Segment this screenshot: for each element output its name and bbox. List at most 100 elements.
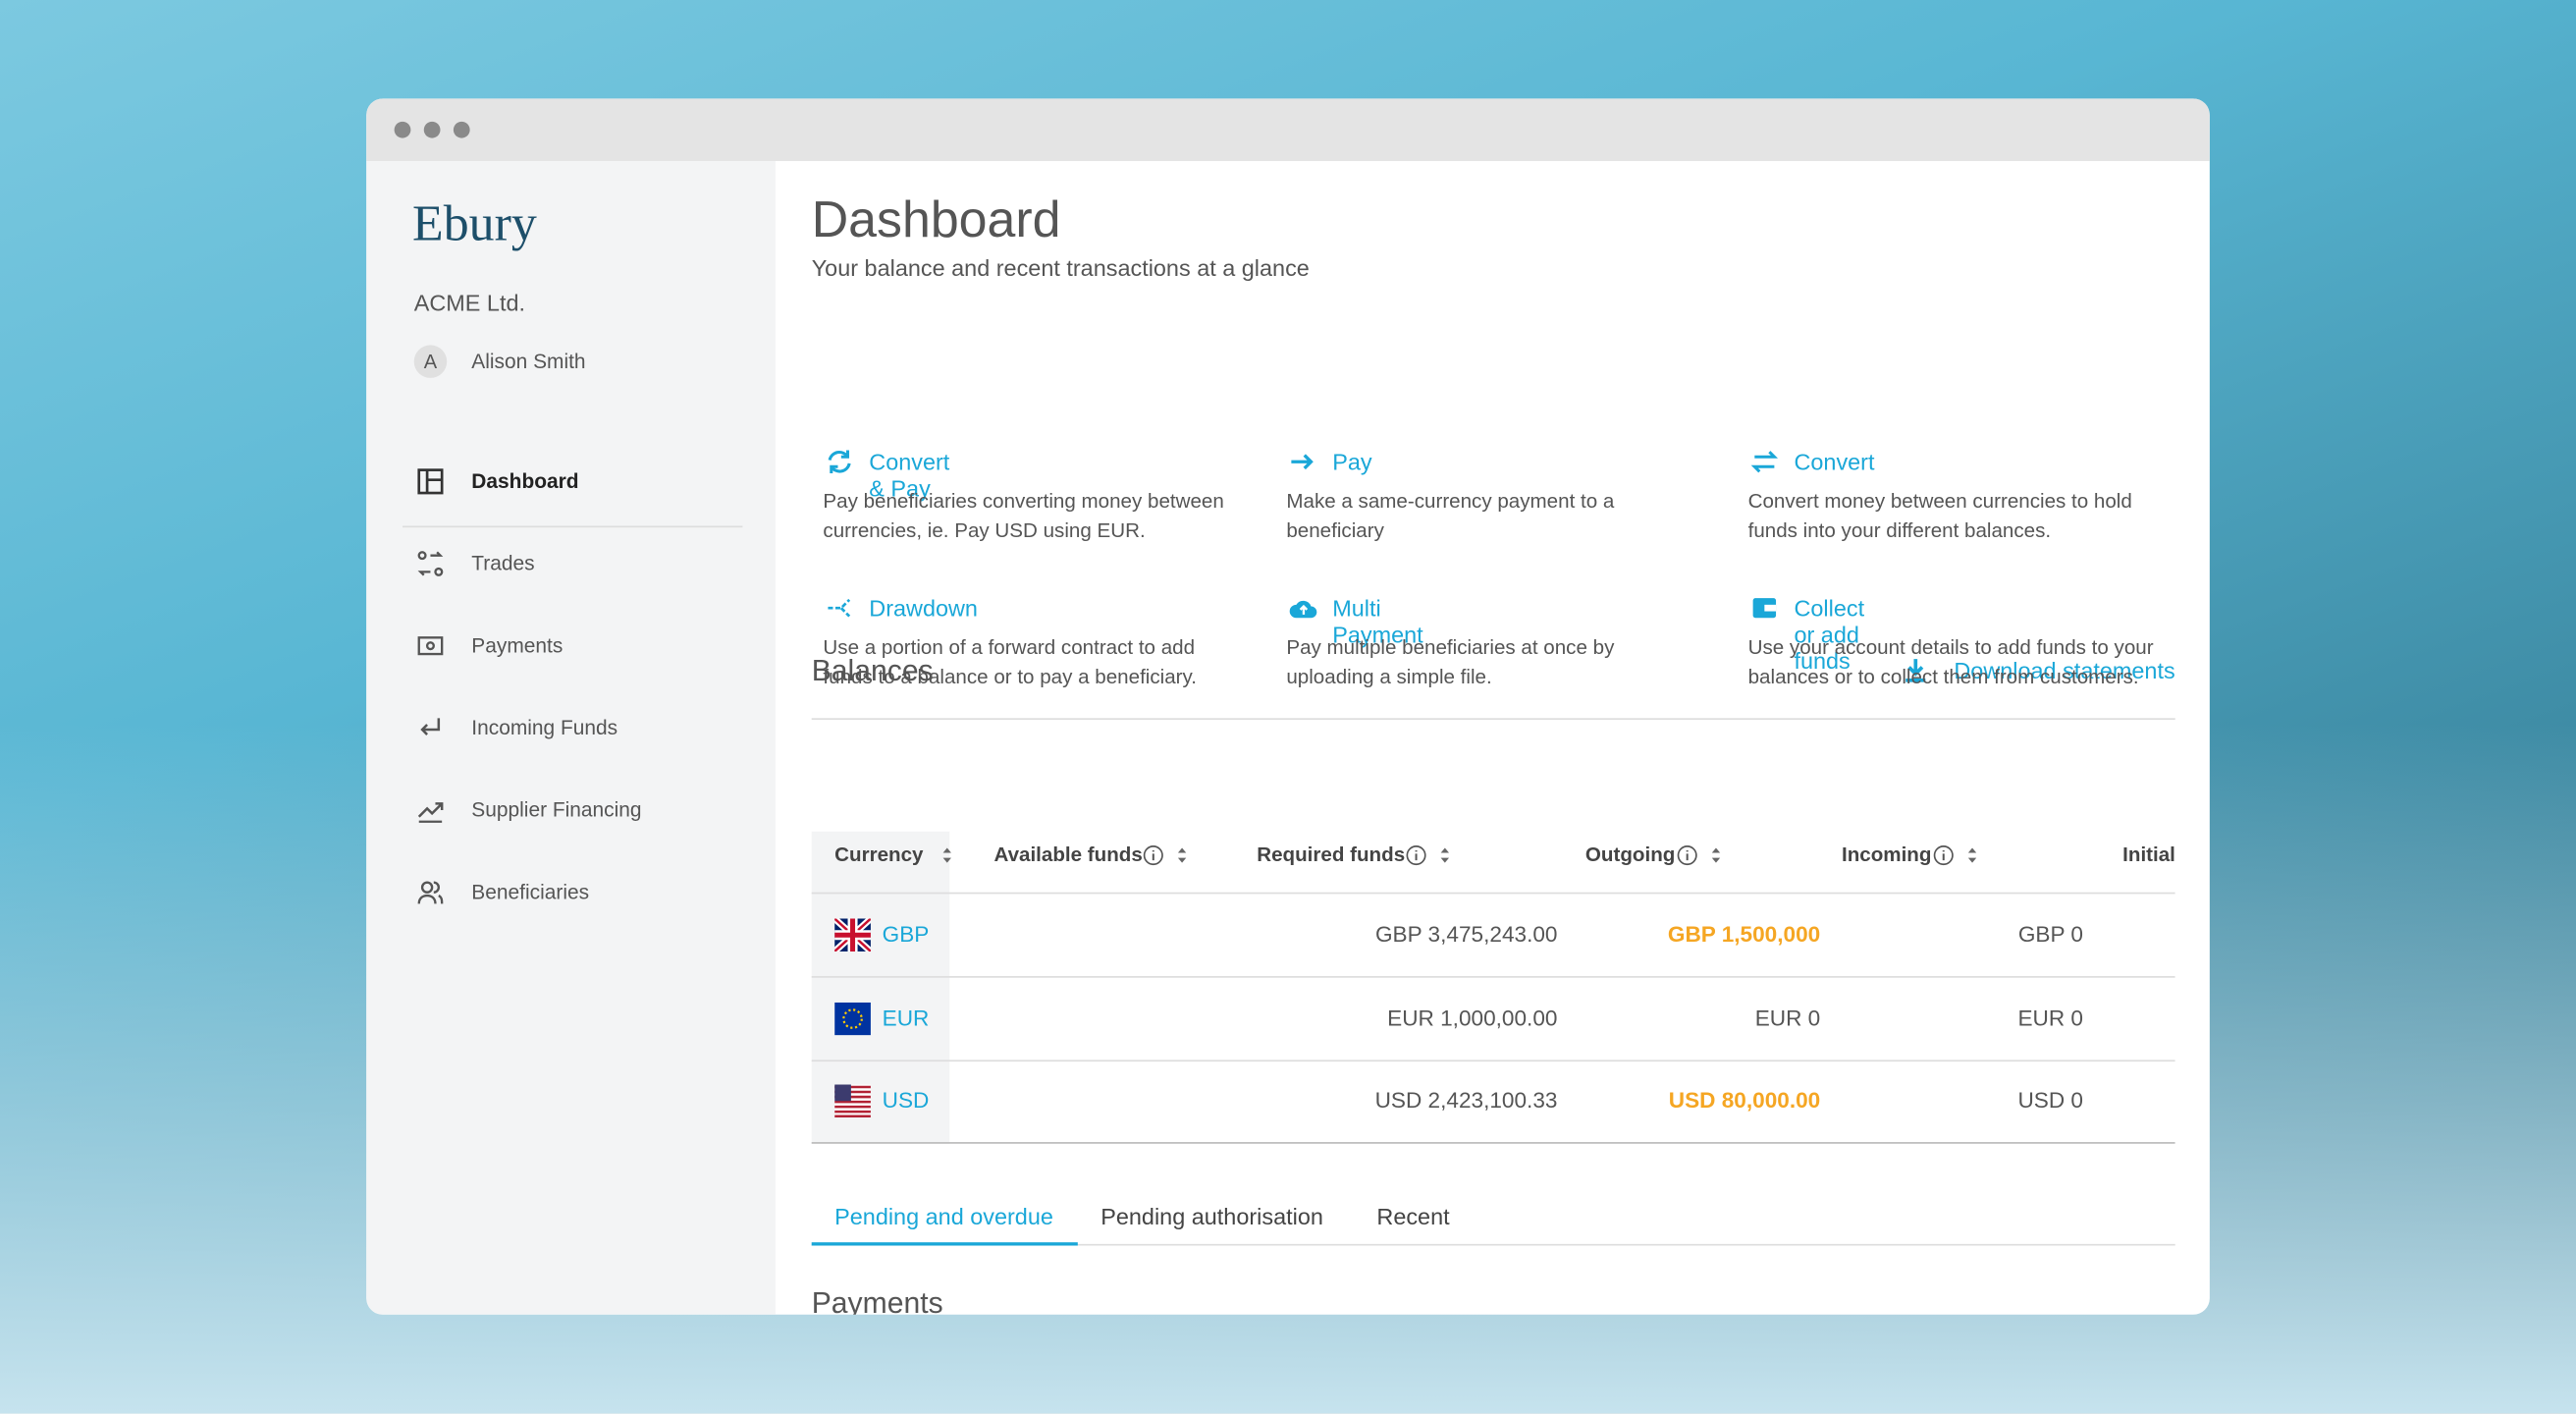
cell: USD 80,000.00 bbox=[1668, 1088, 1821, 1114]
icon bbox=[1291, 454, 1314, 470]
info-icon bbox=[1677, 844, 1720, 865]
column-header[interactable]: Outgoing bbox=[1585, 843, 1725, 866]
balances-table: Currency Available funds Required funds Out… bbox=[776, 161, 2175, 1147]
header-label: Currency bbox=[834, 843, 924, 866]
nav-icon bbox=[415, 631, 445, 669]
section-title: Payments bbox=[811, 1286, 943, 1315]
column-header[interactable]: Initial bbox=[2122, 843, 2175, 866]
info-icon bbox=[1933, 844, 1976, 865]
window-dot[interactable] bbox=[453, 121, 470, 138]
table-border bbox=[811, 718, 2175, 720]
card-description: Pay beneficiaries converting money betwe… bbox=[823, 489, 1224, 543]
icon bbox=[1750, 451, 1779, 473]
icon bbox=[417, 468, 444, 495]
avatar: A bbox=[413, 345, 448, 378]
row-border bbox=[811, 976, 2175, 978]
icon bbox=[417, 551, 444, 576]
tab[interactable]: Pending authorisation bbox=[1100, 1203, 1323, 1229]
info-icon bbox=[1406, 844, 1450, 865]
header-label: Required funds bbox=[1257, 843, 1406, 866]
window-dot[interactable] bbox=[423, 121, 441, 138]
cell: GBP 0 bbox=[2017, 921, 2083, 947]
user-name[interactable]: Alison Smith bbox=[471, 350, 586, 373]
card-description: Make a same-currency payment to a benefi… bbox=[1286, 489, 1615, 543]
icon bbox=[420, 718, 441, 735]
title-bar bbox=[366, 98, 2210, 162]
icon bbox=[828, 450, 851, 473]
card-icon bbox=[1288, 593, 1317, 630]
icon bbox=[832, 916, 874, 954]
header-label: Available funds bbox=[993, 843, 1143, 866]
column-header[interactable]: Currency bbox=[834, 843, 956, 866]
card-description: Use your account details to add funds to… bbox=[1747, 635, 2154, 689]
flag bbox=[834, 1002, 871, 1043]
info-icon bbox=[1144, 844, 1187, 865]
nav-icon bbox=[415, 795, 445, 833]
header-label: Initial bbox=[2122, 843, 2175, 866]
flag bbox=[832, 916, 874, 959]
sort-icon bbox=[942, 846, 951, 862]
nav-icon bbox=[415, 713, 445, 750]
cell: EUR 0 bbox=[2017, 1005, 2083, 1030]
card-description: Pay multiple beneficiaries at once by up… bbox=[1286, 635, 1615, 689]
main: Dashboard Your balance and recent transa… bbox=[776, 161, 2210, 1315]
active-tab-indicator bbox=[811, 1242, 1078, 1246]
window-dot[interactable] bbox=[394, 121, 411, 138]
cell: GBP 1,500,000 bbox=[1667, 921, 1821, 947]
card-icon bbox=[825, 447, 854, 484]
tabs-border bbox=[811, 1243, 2175, 1246]
nav-item[interactable]: Incoming Funds bbox=[471, 716, 618, 740]
card-title[interactable]: Drawdown bbox=[869, 594, 978, 622]
currency-code[interactable]: EUR bbox=[882, 1005, 930, 1030]
card-title[interactable]: Multi Payment bbox=[1332, 594, 1423, 648]
nav-item[interactable]: Payments bbox=[471, 633, 564, 658]
brand[interactable]: Ebury bbox=[412, 193, 537, 252]
icon bbox=[834, 1085, 871, 1118]
nav-item[interactable]: Dashboard bbox=[471, 469, 579, 494]
page-subtitle: Your balance and recent transactions at … bbox=[811, 254, 1310, 282]
header-label: Incoming bbox=[1841, 843, 1932, 866]
row-border bbox=[811, 1059, 2175, 1061]
section-title: Balances bbox=[811, 654, 934, 687]
download-icon bbox=[1905, 659, 1926, 682]
card-description: Use a portion of a forward contract to a… bbox=[823, 635, 1198, 689]
nav-item[interactable]: Trades bbox=[471, 552, 535, 575]
currency-code[interactable]: USD bbox=[882, 1088, 930, 1114]
flag bbox=[834, 1085, 871, 1126]
card-icon bbox=[825, 593, 854, 630]
icon bbox=[417, 802, 444, 823]
divider bbox=[402, 525, 743, 528]
cell: GBP 3,475,243.00 bbox=[1374, 921, 1558, 947]
download-link[interactable]: Download statements bbox=[1954, 657, 2175, 684]
cell: USD 2,423,100.33 bbox=[1374, 1088, 1558, 1114]
header-label: Outgoing bbox=[1584, 843, 1676, 866]
nav-item[interactable]: Supplier Financing bbox=[471, 798, 642, 822]
nav-icon bbox=[415, 466, 445, 504]
icon bbox=[417, 881, 444, 904]
app-window: Ebury ACME Ltd. A Alison Smith Dashboard… bbox=[366, 98, 2210, 1315]
column-header[interactable]: Required funds bbox=[1257, 843, 1454, 866]
row-border bbox=[811, 892, 2175, 895]
card-title[interactable]: Convert bbox=[1794, 448, 1875, 475]
tab[interactable]: Recent bbox=[1376, 1203, 1450, 1229]
card-icon bbox=[1749, 447, 1779, 484]
nav-item[interactable]: Beneficiaries bbox=[471, 880, 590, 904]
icon bbox=[834, 1002, 871, 1035]
tab[interactable]: Pending and overdue bbox=[834, 1203, 1053, 1229]
cell: EUR 0 bbox=[1754, 1005, 1821, 1030]
card-icon bbox=[1749, 593, 1779, 630]
cell: EUR 1,000,00.00 bbox=[1387, 1005, 1558, 1030]
column-header[interactable]: Incoming bbox=[1842, 843, 1981, 866]
nav-icon bbox=[415, 878, 445, 915]
card-description: Convert money between currencies to hold… bbox=[1747, 489, 2132, 543]
card-title[interactable]: Convert & Pay bbox=[869, 448, 950, 502]
card-title[interactable]: Pay bbox=[1332, 448, 1372, 475]
cell: USD 0 bbox=[2017, 1088, 2083, 1114]
row-border bbox=[811, 1142, 2175, 1145]
currency-code[interactable]: GBP bbox=[882, 921, 930, 947]
card-icon bbox=[1288, 447, 1317, 484]
card-title[interactable]: Collect or add funds bbox=[1794, 594, 1865, 675]
column-header[interactable]: Available funds bbox=[993, 843, 1192, 866]
